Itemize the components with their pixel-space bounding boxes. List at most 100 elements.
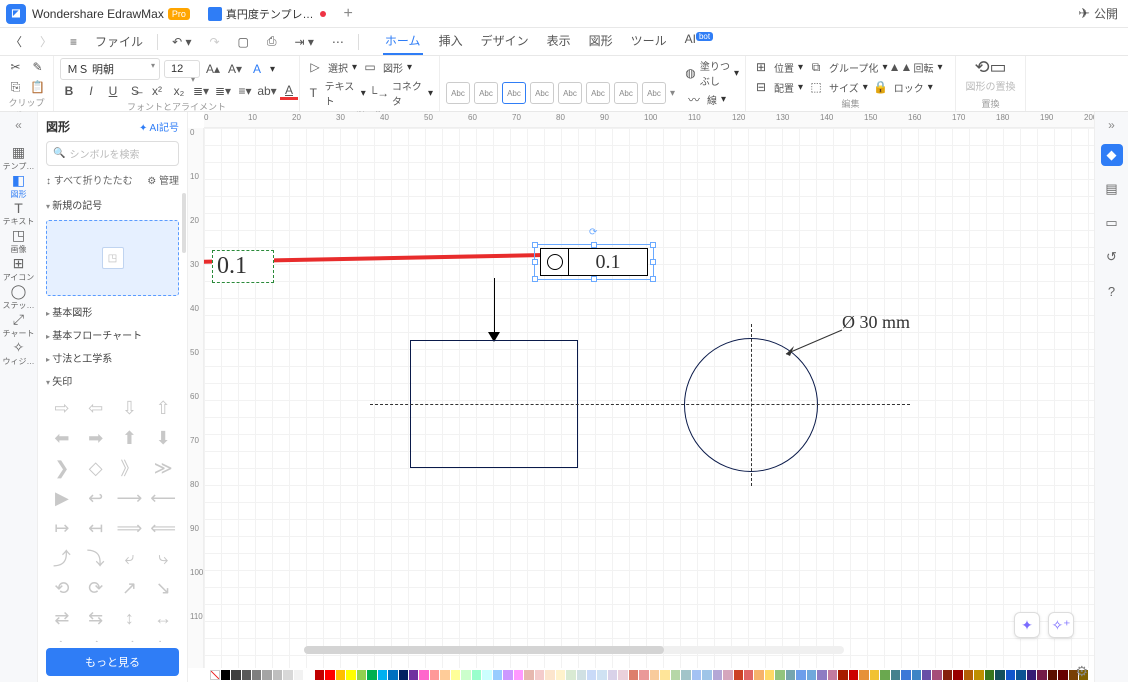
ai-fab-button[interactable]: ✦ (1014, 612, 1040, 638)
format-painter-icon[interactable]: ✎ (29, 58, 47, 76)
color-swatch[interactable] (1048, 670, 1057, 680)
settings-gear-icon[interactable]: ⚙ (1075, 663, 1088, 680)
expand-rightrail-button[interactable]: » (1108, 118, 1115, 132)
tab-tools[interactable]: ツール (629, 28, 669, 55)
highlight-button[interactable]: ab▾ (258, 82, 276, 100)
color-swatch[interactable] (796, 670, 805, 680)
italic-button[interactable]: I (82, 82, 100, 100)
arrow-symbol[interactable]: ⤴ (46, 544, 78, 572)
history-panel-button[interactable]: ↺ (1101, 246, 1123, 268)
color-swatch[interactable] (964, 670, 973, 680)
strike-button[interactable]: S̶ (126, 82, 144, 100)
resize-handle[interactable] (650, 276, 656, 282)
resize-handle[interactable] (650, 259, 656, 265)
arrow-symbol[interactable]: ❯ (46, 454, 78, 482)
leftrail-item[interactable]: ⊞アイコン (3, 255, 35, 283)
print-button[interactable]: ⎙ (263, 32, 281, 51)
color-swatch[interactable] (524, 670, 533, 680)
resize-handle[interactable] (532, 242, 538, 248)
save-button[interactable]: ▢ (234, 33, 253, 51)
numbering-button[interactable]: ≣▾ (214, 82, 232, 100)
font-color-button[interactable]: A (280, 82, 298, 100)
underline-button[interactable]: U (104, 82, 122, 100)
resize-handle[interactable] (650, 242, 656, 248)
color-swatch[interactable] (1027, 670, 1036, 680)
size-icon[interactable]: ⬚ (807, 78, 825, 96)
style-preset[interactable]: Abc (586, 82, 610, 104)
cat-basic-shapes[interactable]: 基本図形 (38, 300, 187, 323)
color-swatch[interactable] (315, 670, 324, 680)
color-swatch[interactable] (702, 670, 711, 680)
color-swatch[interactable] (252, 670, 261, 680)
color-swatch[interactable] (451, 670, 460, 680)
color-swatch[interactable] (932, 670, 941, 680)
font-size-select[interactable]: 12 (164, 60, 200, 78)
more-button[interactable]: ⋯ (328, 33, 348, 51)
arrow-symbol[interactable]: ⬆ (114, 424, 146, 452)
color-swatch[interactable] (671, 670, 680, 680)
file-menu[interactable]: ファイル (91, 31, 147, 52)
color-swatch[interactable] (828, 670, 837, 680)
leftrail-item[interactable]: ◳画像 (3, 227, 35, 255)
color-swatch[interactable] (723, 670, 732, 680)
color-swatch[interactable] (514, 670, 523, 680)
color-swatch[interactable] (461, 670, 470, 680)
arrow-symbol[interactable]: ⇄ (46, 604, 78, 632)
color-swatch[interactable] (660, 670, 669, 680)
style-preset[interactable]: Abc (642, 82, 666, 104)
export-button[interactable]: ⇥ ▾ (291, 33, 318, 51)
shape-tool-icon[interactable]: ▭ (361, 58, 379, 76)
color-swatch[interactable] (608, 670, 617, 680)
arrow-symbol[interactable]: ⟵ (147, 484, 179, 512)
help-panel-button[interactable]: ? (1101, 280, 1123, 302)
tab-ai[interactable]: AIbot (683, 28, 715, 55)
style-preset[interactable]: Abc (614, 82, 638, 104)
color-swatch[interactable] (357, 670, 366, 680)
color-swatch[interactable] (221, 670, 230, 680)
leftrail-item[interactable]: Tテキスト (3, 200, 35, 227)
color-swatch[interactable] (786, 670, 795, 680)
copy-icon[interactable]: ⎘ (7, 78, 25, 96)
arrow-symbol[interactable]: ⤷ (147, 544, 179, 572)
color-swatch[interactable] (754, 670, 763, 680)
forward-button[interactable]: 〉 (36, 31, 56, 52)
color-swatch[interactable] (294, 670, 303, 680)
bold-button[interactable]: B (60, 82, 78, 100)
drawing-canvas[interactable]: 0.1 ⟳ 0.1 Ø 30 mm ✦ (204, 128, 1094, 668)
color-swatch[interactable] (231, 670, 240, 680)
arrow-symbol[interactable]: ⤵ (80, 544, 112, 572)
color-swatch[interactable] (817, 670, 826, 680)
style-preset[interactable]: Abc (502, 82, 526, 104)
color-swatch[interactable] (472, 670, 481, 680)
color-swatch[interactable] (765, 670, 774, 680)
color-swatch[interactable] (1058, 670, 1067, 680)
arrow-symbol[interactable]: ⟹ (114, 514, 146, 542)
arrow-symbol[interactable]: ↦ (46, 514, 78, 542)
tab-home[interactable]: ホーム (383, 28, 423, 55)
color-swatch[interactable] (639, 670, 648, 680)
paste-icon[interactable]: 📋 (29, 78, 47, 96)
arrow-symbol[interactable]: ↘ (147, 574, 179, 602)
cut-icon[interactable]: ✂ (7, 58, 25, 76)
font-grow-icon[interactable]: A▴ (204, 60, 222, 78)
color-swatch[interactable] (419, 670, 428, 680)
color-swatch[interactable] (556, 670, 565, 680)
leftrail-item[interactable]: ⤢チャート (3, 311, 35, 339)
color-swatch[interactable] (953, 670, 962, 680)
font-case-icon[interactable]: A (248, 60, 266, 78)
position-icon[interactable]: ⊞ (752, 58, 770, 76)
present-panel-button[interactable]: ▭ (1101, 212, 1123, 234)
color-swatch[interactable] (1037, 670, 1046, 680)
color-swatch[interactable] (912, 670, 921, 680)
arrow-symbol[interactable]: ⇦ (80, 394, 112, 422)
resize-handle[interactable] (532, 259, 538, 265)
arrow-symbol[interactable]: ⬅ (46, 424, 78, 452)
font-shrink-icon[interactable]: A▾ (226, 60, 244, 78)
bullets-button[interactable]: ≣▾ (192, 82, 210, 100)
back-button[interactable]: 〈 (6, 31, 26, 52)
arrow-symbol[interactable]: 》 (114, 454, 146, 482)
more-button[interactable]: もっと見る (46, 648, 179, 676)
rotate-handle-icon[interactable]: ⟳ (589, 227, 597, 238)
color-swatch[interactable] (838, 670, 847, 680)
connector-tool-icon[interactable]: └→ (370, 84, 388, 102)
